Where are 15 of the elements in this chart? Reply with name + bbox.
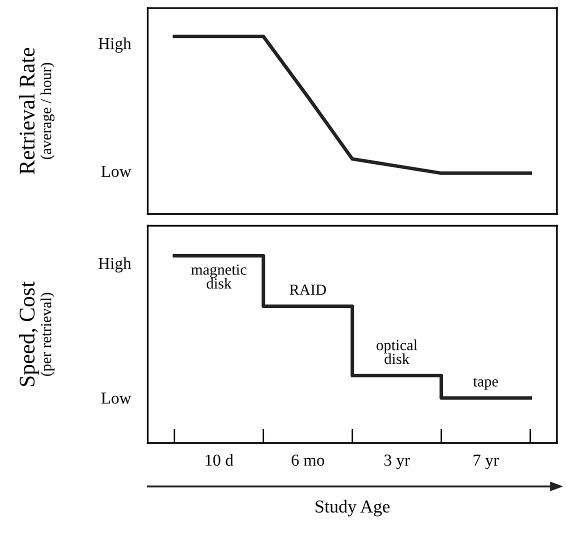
x-axis-title: Study Age bbox=[316, 500, 390, 516]
annotation: optical disk bbox=[376, 340, 418, 364]
x-tick-label: 6 mo bbox=[292, 454, 324, 466]
annotation: tape bbox=[473, 378, 498, 390]
text: High bbox=[98, 257, 132, 272]
annotation: RAID bbox=[290, 284, 326, 295]
text: Low bbox=[101, 166, 132, 177]
text: Low bbox=[101, 392, 132, 404]
x-tick-label: 7 yr bbox=[474, 454, 499, 470]
y-axis-title: Retrieval Rate (average / hour) bbox=[18, 48, 54, 174]
y-axis-title: Speed, Cost (per retrieval) bbox=[18, 281, 54, 386]
annotation: magnetic disk bbox=[191, 264, 246, 289]
text: High bbox=[98, 38, 132, 53]
x-tick-label: 10 d bbox=[206, 454, 234, 466]
x-tick-label: 3 yr bbox=[384, 454, 410, 470]
